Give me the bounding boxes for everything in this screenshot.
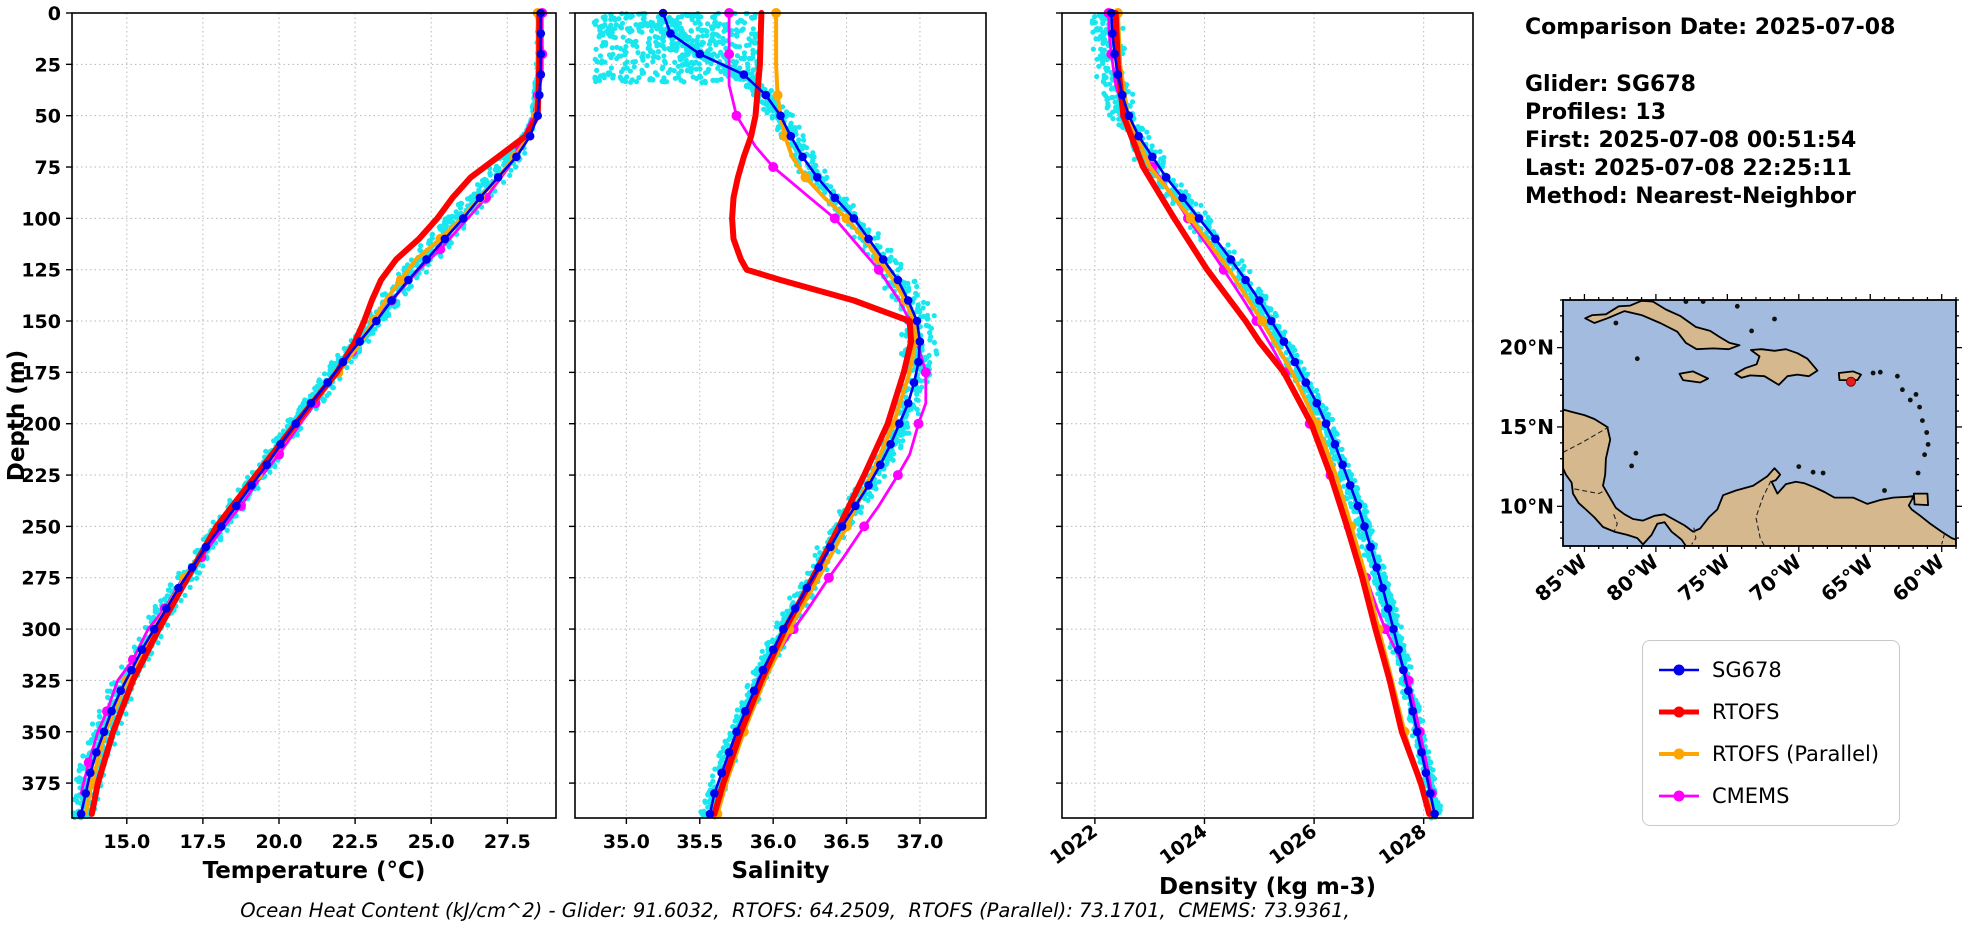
svg-text:150: 150 [21, 311, 61, 333]
profiles-count-text: Profiles: 13 [1525, 100, 1667, 125]
legend-label-rtofs-parallel: RTOFS (Parallel) [1712, 742, 1880, 766]
glider-raw-scatter [1089, 10, 1443, 821]
axis-ticks: 15.0 17.5 20.0 22.5 25.0 27.5 0 25 50 75 100 125 150… [21, 3, 530, 853]
ohc-caption: Ocean Heat Content (kJ/cm^2) - Glider: 9… [240, 899, 1350, 922]
xlabel-salinity: Salinity [731, 858, 829, 884]
legend-swatch-rtofs [1659, 706, 1699, 718]
series-SG678 [658, 8, 925, 819]
temperature-plot: 15.0 17.5 20.0 22.5 25.0 27.5 0 25 50 75 100 125 150… [21, 3, 557, 884]
svg-text:20.0: 20.0 [256, 831, 303, 853]
svg-text:100: 100 [21, 208, 61, 230]
svg-text:225: 225 [21, 465, 61, 487]
map-land-cuba [1584, 300, 1741, 351]
grid [72, 12, 556, 818]
svg-text:375: 375 [21, 773, 61, 795]
map-land-hispaniola [1734, 348, 1819, 386]
map-small-islands [1613, 300, 1931, 493]
svg-text:275: 275 [21, 568, 61, 590]
svg-text:125: 125 [21, 260, 61, 282]
series-RTOFS [711, 10, 915, 817]
svg-text:36.0: 36.0 [750, 831, 797, 853]
map-frame [1562, 299, 1957, 547]
legend-swatch-sg678 [1659, 664, 1699, 676]
svg-text:300: 300 [21, 619, 61, 641]
plot-frame [71, 12, 557, 819]
xlabel-temperature: Temperature (°C) [203, 858, 426, 884]
legend-label-rtofs: RTOFS [1712, 700, 1780, 724]
svg-text:0: 0 [48, 3, 61, 25]
legend-item-cmems: CMEMS [1657, 777, 1879, 815]
svg-text:35.5: 35.5 [676, 831, 723, 853]
legend-item-sg678: SG678 [1657, 651, 1879, 689]
legend-item-rtofs: RTOFS [1657, 693, 1879, 731]
axis-ticks: 1022 1024 1026 1028 [1046, 12, 1431, 869]
legend-item-rtofs-parallel: RTOFS (Parallel) [1657, 735, 1879, 773]
plot-frame [574, 12, 987, 819]
svg-text:17.5: 17.5 [179, 831, 226, 853]
info-panel: Comparison Date: 2025-07-08 Glider: SG67… [1525, 14, 1895, 211]
xlabel-density: Density (kg m-3) [1159, 874, 1376, 900]
series-RTOFS (Parallel) [1112, 8, 1439, 819]
series-SG678 [76, 8, 546, 819]
svg-text:175: 175 [21, 362, 61, 384]
density-plot: 1022 1024 1026 1028 Density (kg m-3) [1046, 8, 1474, 900]
svg-text:50: 50 [35, 106, 61, 128]
svg-text:350: 350 [21, 722, 61, 744]
axis-ticks: 35.0 35.5 36.0 36.5 37.0 [569, 12, 944, 853]
series-RTOFS (Parallel) [83, 8, 543, 816]
map-land-central-and-south-america [1563, 408, 1956, 546]
salinity-plot: 35.0 35.5 36.0 36.5 37.0 Salinity [569, 8, 987, 884]
grid [575, 12, 986, 818]
map-land-trinidad [1912, 492, 1929, 506]
map-ticks [1557, 294, 1962, 552]
glider-raw-scatter [591, 10, 940, 820]
legend-swatch-cmems [1659, 790, 1699, 802]
svg-text:250: 250 [21, 516, 61, 538]
first-profile-time-text: First: 2025-07-08 00:51:54 [1525, 128, 1857, 153]
svg-text:25.0: 25.0 [408, 831, 455, 853]
method-text: Method: Nearest-Neighbor [1525, 184, 1856, 209]
series-SG678 [1107, 8, 1439, 819]
comparison-date-text: Comparison Date: 2025-07-08 [1525, 15, 1896, 40]
svg-text:75: 75 [35, 157, 61, 179]
svg-text:36.5: 36.5 [823, 831, 870, 853]
series-RTOFS [88, 10, 543, 817]
svg-text:200: 200 [21, 414, 61, 436]
glider-name-text: Glider: SG678 [1525, 72, 1696, 97]
glider-location-marker [1846, 376, 1856, 387]
svg-text:27.5: 27.5 [484, 831, 531, 853]
map-land-puerto-rico [1837, 370, 1862, 381]
svg-text:15.0: 15.0 [103, 831, 150, 853]
legend-label-cmems: CMEMS [1712, 784, 1790, 808]
map-land-jamaica [1678, 370, 1709, 384]
depth-axis-label: Depth (m) [4, 350, 30, 482]
svg-text:22.5: 22.5 [332, 831, 379, 853]
location-map: 85°W 80°W 75°W 70°W 65°W 60°W10°N15°N20°N [1499, 294, 1962, 606]
map-country-borders [1563, 426, 1946, 546]
legend-label-sg678: SG678 [1712, 658, 1782, 682]
plot-frame [1061, 12, 1474, 819]
legend: SG678 RTOFS RTOFS (Parallel) CMEMS [1642, 640, 1901, 826]
last-profile-time-text: Last: 2025-07-08 22:25:11 [1525, 156, 1852, 181]
svg-text:325: 325 [21, 670, 61, 692]
svg-text:35.0: 35.0 [603, 831, 650, 853]
svg-text:25: 25 [35, 54, 61, 76]
svg-text:37.0: 37.0 [897, 831, 944, 853]
legend-swatch-rtofs-parallel [1659, 748, 1699, 760]
series-RTOFS [1112, 10, 1433, 817]
